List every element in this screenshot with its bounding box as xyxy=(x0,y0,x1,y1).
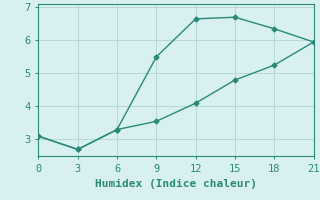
X-axis label: Humidex (Indice chaleur): Humidex (Indice chaleur) xyxy=(95,179,257,189)
